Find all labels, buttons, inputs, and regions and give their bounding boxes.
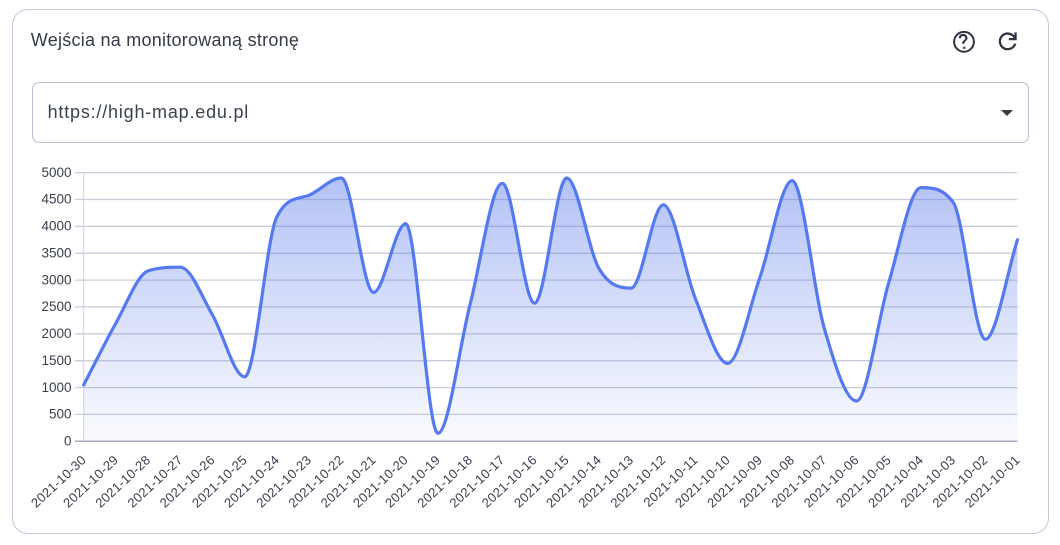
svg-text:1500: 1500 bbox=[41, 353, 71, 368]
svg-text:5000: 5000 bbox=[41, 165, 71, 180]
svg-text:3000: 3000 bbox=[41, 272, 71, 287]
svg-text:2000: 2000 bbox=[41, 326, 71, 341]
svg-text:0: 0 bbox=[64, 434, 72, 449]
svg-text:4500: 4500 bbox=[41, 192, 71, 207]
svg-text:2500: 2500 bbox=[41, 299, 71, 314]
svg-text:3500: 3500 bbox=[41, 245, 71, 260]
svg-text:500: 500 bbox=[49, 407, 72, 422]
svg-text:4000: 4000 bbox=[41, 219, 71, 234]
svg-text:1000: 1000 bbox=[41, 380, 71, 395]
